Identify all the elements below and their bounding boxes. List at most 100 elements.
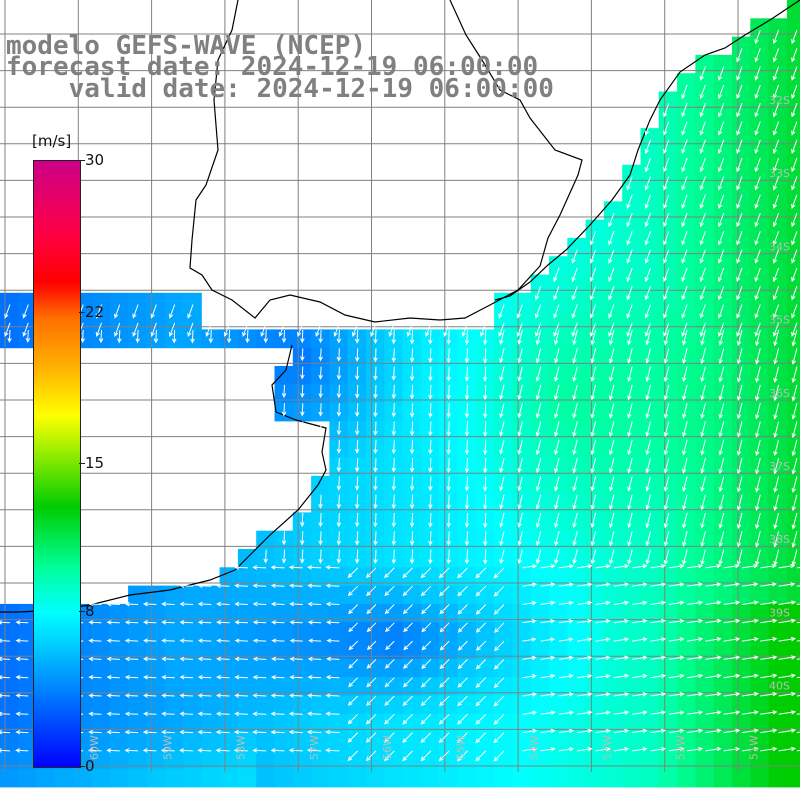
wind-arrow (772, 322, 780, 338)
wind-arrow (161, 638, 175, 643)
wind-arrow (439, 640, 450, 651)
wind-arrow (577, 618, 593, 624)
wind-cell (713, 640, 733, 660)
wind-cell (549, 256, 568, 275)
wind-arrow (755, 384, 761, 402)
wind-arrow (300, 421, 305, 435)
wind-arrow (354, 512, 360, 528)
wind-arrow (755, 512, 761, 530)
wind-arrow (333, 322, 340, 338)
wind-cell (366, 567, 385, 587)
wind-arrow (499, 476, 505, 492)
wind-arrow (160, 748, 175, 753)
wind-cell (475, 585, 495, 605)
wind-arrow (124, 675, 139, 680)
wind-cell (420, 677, 440, 696)
wind-arrow (403, 622, 413, 633)
wind-cell (274, 658, 294, 678)
wind-cell (768, 549, 788, 568)
wind-arrow (754, 249, 761, 264)
wind-arrow (168, 304, 176, 319)
wind-arrow (391, 421, 397, 436)
wind-cell (585, 768, 605, 788)
wind-arrow (608, 476, 615, 492)
wind-arrow (663, 249, 670, 264)
wind-arrow (499, 348, 505, 364)
wind-cell (713, 677, 733, 696)
wind-cell (585, 640, 605, 660)
wind-cell (402, 750, 422, 770)
wind-arrow (718, 348, 725, 365)
wind-cell (494, 530, 513, 550)
wind-cell (109, 292, 129, 312)
wind-cell (603, 585, 623, 605)
wind-arrow (627, 384, 633, 401)
wind-cell (128, 658, 147, 678)
wind-arrow (197, 711, 212, 717)
wind-arrow (717, 121, 725, 136)
wind-cell (640, 677, 660, 696)
wind-cell (237, 567, 257, 587)
wind-arrow (626, 212, 633, 228)
wind-arrow (347, 585, 359, 597)
wind-arrow (791, 384, 798, 402)
wind-arrow (760, 691, 778, 697)
wind-arrow (760, 746, 778, 752)
wind-arrow (124, 638, 139, 643)
wind-arrow (215, 711, 230, 717)
wind-cell (603, 219, 623, 239)
wind-arrow (161, 674, 175, 680)
wind-cell (494, 732, 513, 751)
wind-cell (219, 695, 239, 715)
wind-cell (695, 713, 715, 733)
wind-arrow (645, 421, 651, 437)
wind-arrow (699, 249, 706, 264)
wind-arrow (663, 194, 670, 209)
wind-arrow (402, 695, 413, 706)
wind-arrow (402, 750, 413, 762)
wind-arrow (663, 304, 670, 319)
wind-arrow (778, 746, 796, 752)
wind-cell (768, 494, 788, 513)
wind-arrow (106, 601, 120, 607)
wind-arrow (270, 601, 285, 607)
wind-arrow (718, 384, 725, 401)
wind-cell (256, 768, 275, 788)
wind-arrow (723, 655, 741, 660)
wind-arrow (289, 601, 303, 607)
wind-arrow (457, 604, 468, 615)
wind-arrow (687, 618, 704, 624)
wind-cell (713, 457, 733, 477)
wind-cell (256, 585, 275, 605)
wind-cell (640, 567, 660, 587)
wind-arrow (554, 531, 560, 547)
wind-arrow (613, 673, 630, 679)
wind-cell (603, 750, 623, 770)
wind-arrow (718, 476, 725, 493)
wind-arrow (717, 84, 725, 100)
wind-arrow (438, 713, 450, 725)
wind-cell (768, 695, 788, 715)
wind-cell (329, 622, 349, 641)
wind-arrow (754, 212, 761, 228)
wind-arrow (791, 457, 798, 475)
wind-cell (786, 713, 800, 733)
wind-arrow (15, 638, 29, 643)
longitude-labels: 60W 59W 58W 57W 56W 55W 54W 53W 52W 51W (88, 735, 761, 760)
wind-arrow (234, 656, 248, 662)
wind-arrow (142, 729, 157, 735)
wind-cell (713, 54, 733, 74)
wind-cell (585, 384, 605, 404)
wind-cell (567, 695, 587, 715)
wind-arrow (791, 439, 798, 457)
wind-cell (640, 457, 660, 477)
wind-arrow (300, 512, 305, 528)
wind-arrow (216, 583, 230, 589)
wind-arrow (663, 384, 670, 401)
wind-arrow (700, 512, 706, 529)
wind-cell (603, 768, 623, 788)
wind-cell (183, 695, 202, 715)
wind-cell (640, 439, 660, 458)
wind-cell (677, 256, 696, 275)
wind-cell (146, 713, 166, 733)
